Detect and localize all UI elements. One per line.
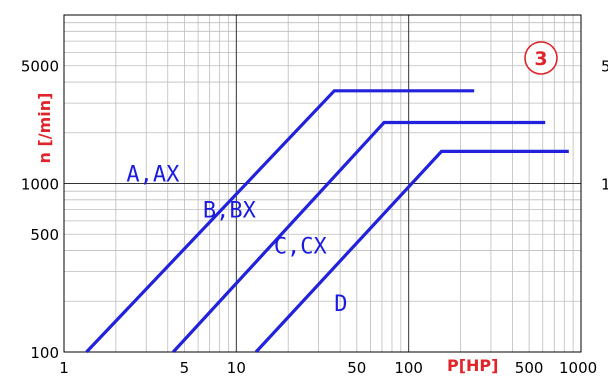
series-layer — [85, 89, 569, 354]
series-line — [85, 89, 475, 354]
y-axis-label: n [/min] — [35, 93, 54, 164]
y-tick-label: 100 — [30, 344, 59, 362]
x-tick-label: 50 — [347, 359, 366, 377]
series-label: D — [334, 292, 347, 317]
series-labels: A,AX B,BX C,CX D — [126, 162, 347, 317]
x-tick-label: 5 — [180, 359, 190, 377]
major-grid — [64, 15, 581, 352]
y-tick-label: 1000 — [21, 176, 59, 194]
series-label: C,CX — [274, 234, 328, 259]
right-tick-fragment: 5 — [601, 58, 608, 76]
badge-circle — [524, 41, 558, 75]
series-line — [172, 120, 546, 354]
right-tick-fragments: 51 — [601, 58, 608, 194]
y-tick-label: 5000 — [21, 58, 59, 76]
x-axis-label: P[HP] — [447, 356, 498, 375]
series-label: A,AX — [126, 162, 180, 187]
y-tick-label: 500 — [30, 226, 59, 244]
badge-number: 3 — [534, 48, 547, 70]
x-tick-label: 500 — [515, 359, 544, 377]
x-tick-label: 100 — [394, 359, 423, 377]
y-tick-labels: 100 500 1000 5000 — [21, 58, 59, 362]
series-line — [254, 149, 569, 354]
x-tick-labels: 1 5 10 50 100 500 1000 — [59, 359, 597, 377]
x-tick-label: 1 — [59, 359, 69, 377]
badge: 3 — [524, 41, 558, 75]
x-tick-label: 10 — [227, 359, 246, 377]
right-tick-fragment: 1 — [601, 176, 608, 194]
plot-frame — [63, 14, 582, 353]
series-label: B,BX — [203, 199, 257, 224]
x-tick-label: 1000 — [559, 359, 597, 377]
